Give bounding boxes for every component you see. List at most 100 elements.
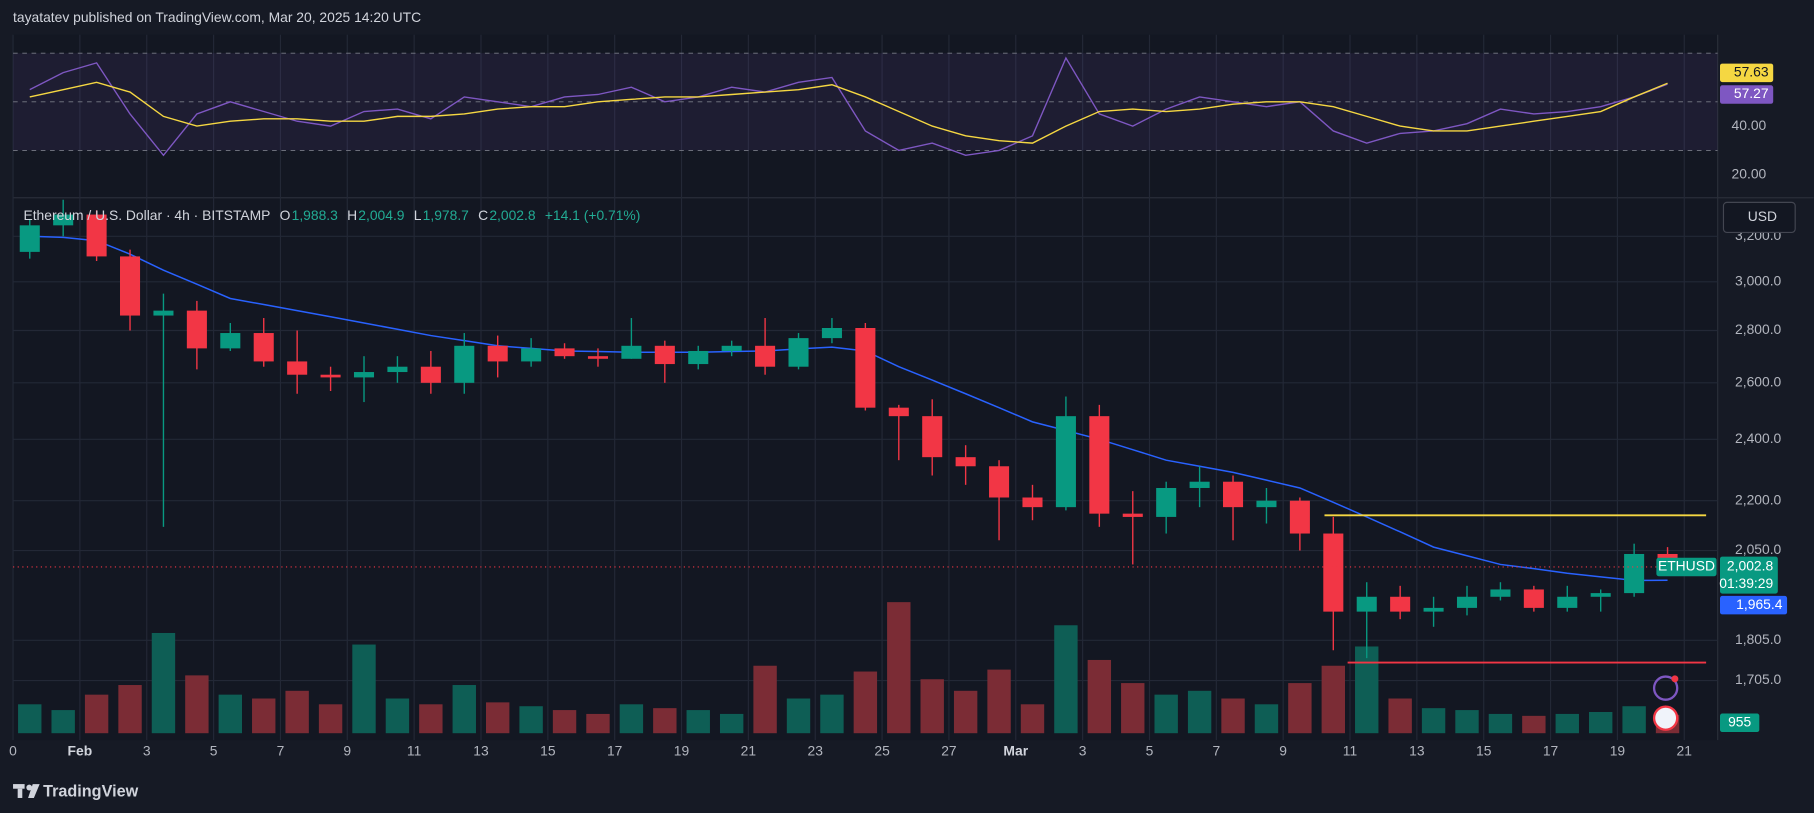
legend-value: 2,002.8	[489, 207, 536, 223]
candle-body	[1122, 513, 1143, 517]
x-tick-label: 9	[1279, 742, 1287, 758]
volume-bar	[1288, 683, 1312, 734]
x-tick-label: 7	[1212, 742, 1220, 758]
volume-bar	[1388, 698, 1412, 734]
volume-bar	[1020, 704, 1045, 734]
volume-bar	[285, 690, 309, 734]
countdown-label: 01:39:29	[1719, 575, 1773, 591]
x-tick-label: 3	[143, 742, 151, 758]
volume-bar	[686, 710, 710, 734]
volume-bar	[619, 704, 644, 734]
x-tick-label: Mar	[1003, 742, 1028, 758]
volume-bar	[1421, 708, 1446, 734]
volume-bar	[1488, 713, 1513, 734]
price-tag	[1720, 556, 1778, 594]
legend-value: 1,978.7	[423, 207, 470, 223]
candle-body	[1423, 607, 1444, 612]
candle-body	[955, 457, 976, 467]
candle-body	[253, 333, 274, 362]
candle-body	[587, 356, 608, 359]
currency[interactable]: USD	[1748, 208, 1777, 224]
x-tick-label: 17	[1543, 742, 1559, 758]
rsi-tick-label: 20.00	[1732, 165, 1767, 181]
x-tick-label: 13	[473, 742, 489, 758]
candle-body	[120, 256, 141, 316]
candle-body	[989, 466, 1010, 498]
candle-body	[454, 345, 475, 383]
volume-bar	[84, 694, 109, 734]
candle-body	[186, 310, 207, 349]
volume-bar	[419, 704, 443, 734]
y-tick-label: 1,705.0	[1735, 671, 1782, 687]
volume-bar	[1154, 694, 1178, 734]
icons[interactable]	[1652, 675, 1679, 731]
symbol-label: ETHUSD	[1658, 558, 1715, 574]
volume-bar	[853, 671, 878, 734]
x-tick-label: 11	[1343, 742, 1358, 758]
volume-bar	[887, 602, 911, 734]
volume-bar	[1555, 713, 1579, 734]
rsi-line	[29, 56, 1668, 157]
legend: Ethereum / U.S. Dollar · 4h · BITSTAMP O 1…	[23, 207, 640, 223]
candle-body	[1557, 596, 1578, 608]
candle-body	[1323, 533, 1344, 612]
volume-bar	[719, 713, 744, 734]
rsi-value-tag	[1720, 63, 1774, 83]
brand: TradingView	[43, 782, 138, 800]
candle-body	[821, 327, 842, 339]
rsi-value-label: 57.27	[1734, 85, 1769, 101]
volume-label: 955	[1728, 713, 1751, 729]
volume-bar	[1121, 683, 1145, 734]
candle-body	[487, 345, 508, 362]
x-tick-label: 17	[607, 742, 623, 758]
currency-box[interactable]	[1722, 201, 1796, 234]
volume-bar	[1321, 665, 1346, 734]
volume-bar	[218, 694, 243, 734]
candle-body	[654, 345, 675, 365]
volume-bar	[318, 704, 343, 734]
volume-bar	[118, 685, 142, 734]
volume-bar	[385, 698, 410, 734]
candle-body	[153, 310, 174, 316]
volume-bar	[151, 632, 176, 734]
volume-bar	[1589, 712, 1613, 734]
x-tick-label: 19	[674, 742, 690, 758]
x-tick-label: 7	[277, 742, 285, 758]
volume-bar	[753, 665, 777, 734]
candle-body	[1289, 500, 1310, 534]
candle-body	[320, 374, 341, 378]
x-tick-label: Feb	[68, 742, 93, 758]
volume-bar	[586, 713, 610, 734]
x-tick-label: 0	[9, 742, 17, 758]
ma-tag	[1720, 595, 1788, 615]
volume-bar	[18, 704, 42, 734]
x-tick-label: 3	[1079, 742, 1087, 758]
legend-key: O	[280, 207, 291, 223]
legend-value: 2,004.9	[358, 207, 405, 223]
candle-body	[1390, 596, 1411, 612]
x-tick-label: 5	[1146, 742, 1154, 758]
x-tick-label: 21	[741, 742, 757, 758]
volume-bar	[1087, 659, 1112, 734]
y-tick-label: 2,050.0	[1735, 541, 1782, 557]
x-tick-label: 15	[1476, 742, 1492, 758]
volume-tag	[1720, 713, 1760, 733]
symbol-tag	[1656, 557, 1717, 577]
candle-body	[888, 407, 909, 417]
volume-bar	[185, 675, 209, 734]
y-tick-label: 2,200.0	[1735, 491, 1782, 507]
ma-label: 1,965.4	[1736, 596, 1783, 612]
volume-bar	[452, 685, 476, 734]
candle-body	[1356, 596, 1377, 612]
publisher-line: tayatatev published on TradingView.com, …	[13, 9, 421, 25]
candle-body	[621, 345, 642, 359]
moving-average-line	[29, 235, 1668, 582]
candle-body	[1189, 481, 1210, 488]
volume-bar	[920, 679, 944, 734]
candle-body	[53, 214, 74, 226]
x-tick-label: 9	[343, 742, 351, 758]
y-tick-label: 1,805.0	[1735, 631, 1782, 647]
volume-bar	[1254, 704, 1279, 734]
legend-title: Ethereum / U.S. Dollar · 4h · BITSTAMP	[23, 207, 270, 223]
